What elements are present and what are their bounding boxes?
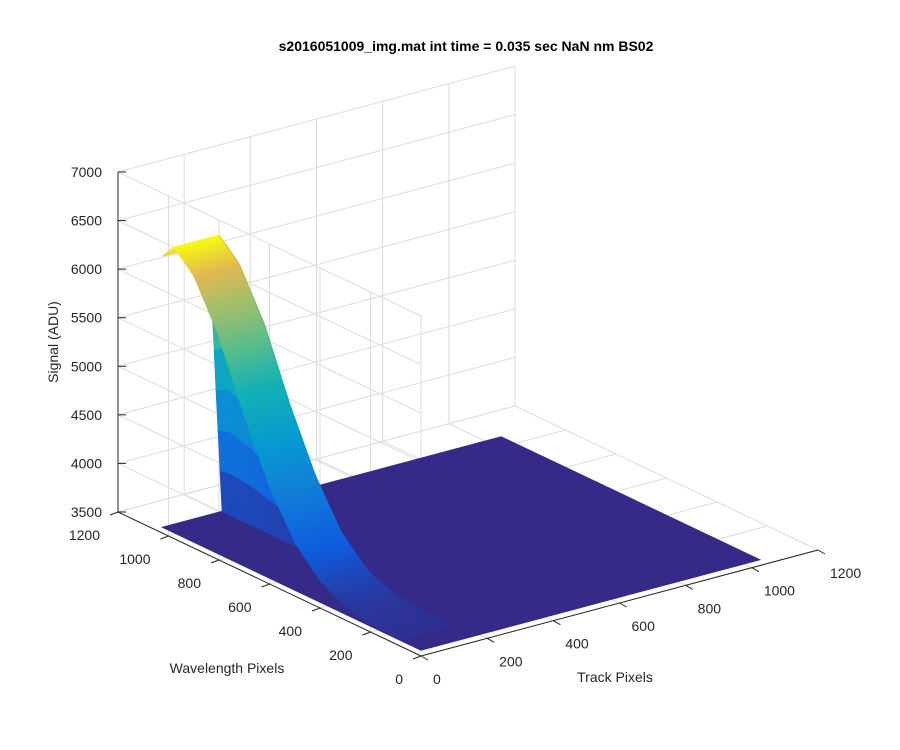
x-tick (817, 549, 826, 555)
wall-grid-line (117, 259, 516, 367)
wall-grid-line (117, 220, 422, 366)
x-axis-label: Track Pixels (577, 669, 653, 685)
wall-grid-line (117, 65, 516, 173)
y-tick-label: 400 (279, 623, 303, 639)
wall-grid-line (117, 171, 422, 317)
y-tick-label: 800 (178, 575, 202, 591)
x-tick (420, 655, 429, 661)
x-tick-label: 1000 (764, 583, 795, 599)
x-tick-label: 0 (433, 671, 441, 687)
x-tick (486, 637, 495, 643)
x-tick (553, 620, 561, 626)
x-tick-label: 400 (565, 636, 589, 652)
z-tick-label: 4500 (71, 407, 102, 423)
x-tick (619, 602, 627, 608)
z-tick-label: 5500 (71, 310, 102, 326)
x-tick-label: 200 (499, 653, 523, 669)
z-tick-label: 6500 (71, 213, 102, 229)
y-tick-label: 1200 (69, 527, 100, 543)
x-tick-label: 800 (698, 600, 722, 616)
wall-grid-line (117, 308, 516, 416)
wall-grid-line (117, 356, 516, 464)
y-tick (412, 655, 422, 660)
x-tick-label: 1200 (830, 565, 861, 581)
y-tick (210, 559, 220, 564)
y-tick-label: 0 (395, 671, 403, 687)
y-tick (311, 607, 321, 612)
y-tick-label: 1000 (119, 551, 150, 567)
y-tick (109, 511, 119, 516)
y-tick-label: 600 (228, 599, 252, 615)
wall-grid-line (117, 405, 516, 513)
y-tick (160, 535, 169, 540)
z-tick-label: 6000 (71, 261, 102, 277)
z-tick-label: 5000 (71, 358, 102, 374)
x-tick (751, 567, 760, 573)
wall-grid-line (117, 114, 516, 222)
y-axis-label: Wavelength Pixels (170, 660, 285, 676)
x-tick-label: 600 (632, 618, 656, 634)
y-tick (362, 631, 371, 636)
wall-grid-line (117, 211, 516, 319)
z-tick-label: 7000 (71, 164, 102, 180)
chart-title: s2016051009_img.mat int time = 0.035 sec… (279, 38, 654, 54)
z-axis-label: Signal (ADU) (45, 301, 61, 383)
y-tick-label: 200 (329, 647, 353, 663)
surface-plot (160, 234, 762, 651)
x-tick (685, 584, 693, 590)
z-tick-label: 3500 (71, 504, 102, 520)
z-tick-label: 4000 (71, 455, 102, 471)
y-tick (261, 583, 270, 588)
